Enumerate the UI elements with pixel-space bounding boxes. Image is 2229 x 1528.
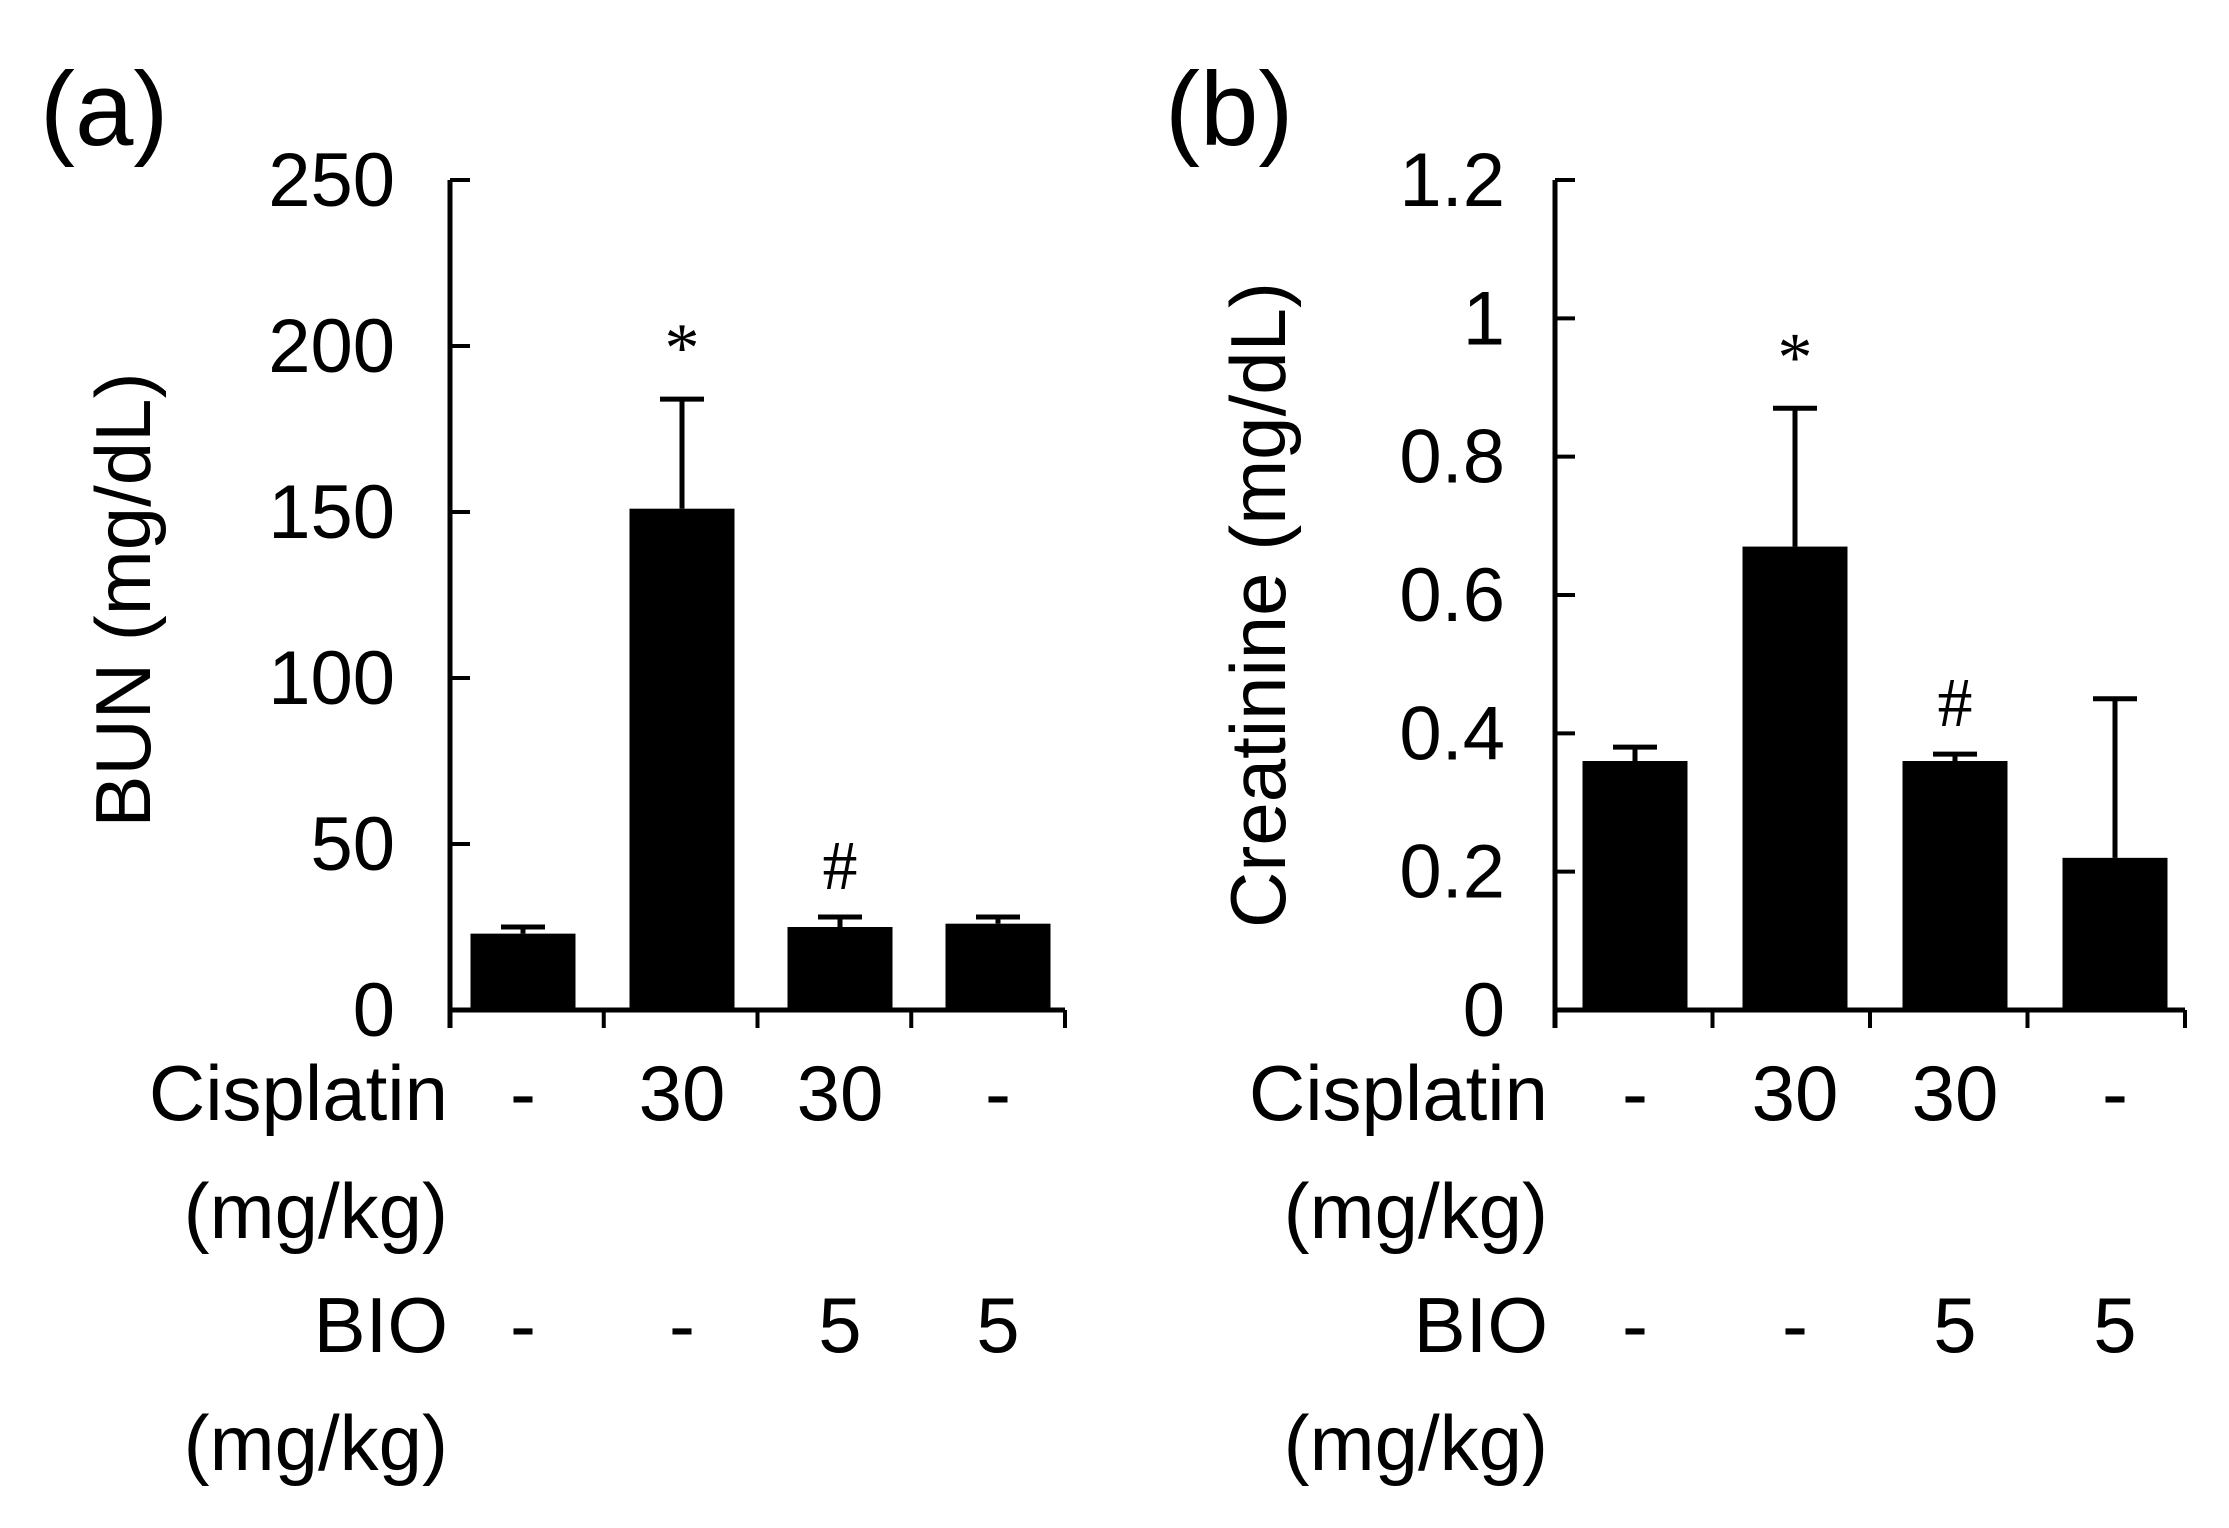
panel-a-bio-unit: (mg/kg) [184,1399,448,1487]
panel-a-bio-row: - - 5 5 [510,1281,1020,1369]
panel-b-cisplatin-label: Cisplatin [1249,1049,1548,1137]
panel-a-cisplatin-unit: (mg/kg) [184,1167,448,1255]
panel-a-axes [447,178,1067,1028]
panel-a-cisplatin-dose: - [510,1049,536,1137]
panel-a-y-tick-labels: 0 50 100 150 200 250 [268,138,395,1053]
panel-b-bio-unit: (mg/kg) [1284,1399,1548,1487]
panel-b-error-bars [1613,405,2137,858]
panel-b-creatinine-chart: (b) Creatinine (mg/dL) 0 0.2 0.4 0.6 0.8 1 1.2… [1165,51,2187,1487]
panel-b-y-tick-label: 0.8 [1399,415,1505,500]
panel-a-y-tick-label: 100 [268,636,395,721]
panel-a-bar [470,933,576,1010]
panel-a-y-tick-label: 250 [268,138,395,223]
panel-a-significance-marks: *# [665,310,858,905]
panel-a-bio-dose: 5 [818,1281,861,1369]
panel-a-bio-dose: - [669,1281,695,1369]
panel-a-cisplatin-dose: - [985,1049,1011,1137]
panel-b-bars [1582,546,2168,1010]
panel-a-bio-dose: 5 [976,1281,1019,1369]
panel-a-bar [629,508,735,1010]
panel-a-bar [945,923,1051,1010]
panel-b-y-tick-label: 0.6 [1399,553,1505,638]
panel-b-cisplatin-dose: 30 [1752,1049,1839,1137]
panel-b-bio-label: BIO [1414,1281,1548,1369]
panel-b-cisplatin-row: - 30 30 - [1622,1049,2128,1137]
panel-b-bar [1742,546,1848,1010]
panel-a-y-axis-label: BUN (mg/dL) [79,372,167,827]
panel-a-y-tick-label: 0 [353,968,395,1053]
panel-a-bio-dose: - [510,1281,536,1369]
panel-b-y-tick-label: 0 [1463,968,1505,1053]
panel-b-bar [1582,761,1688,1010]
panel-a-cisplatin-dose: 30 [797,1049,884,1137]
panel-b-y-axis-label: Creatinine (mg/dL) [1214,282,1302,928]
panel-a-label: (a) [40,51,168,168]
panel-a-error-bars [501,396,1020,934]
panel-a-bar [787,927,893,1010]
panel-b-y-tick-label: 0.2 [1399,830,1505,915]
panel-b-y-tick-label: 0.4 [1399,691,1505,776]
panel-b-bio-dose: 5 [1933,1281,1976,1369]
panel-a-bars [470,508,1051,1010]
panel-a-y-tick-label: 200 [268,304,395,389]
panel-b-significance-marks: *# [1778,319,1973,742]
panel-a-significance-mark: * [665,310,700,387]
panel-b-bio-dose: 5 [2093,1281,2136,1369]
panel-b-bio-dose: - [1782,1281,1808,1369]
panel-b-y-tick-label: 1 [1463,276,1505,361]
panel-b-axes [1552,178,2187,1028]
panel-b-cisplatin-dose: - [2102,1049,2128,1137]
panel-a-cisplatin-dose: 30 [639,1049,726,1137]
panel-b-significance-mark: * [1778,319,1813,396]
panel-b-y-tick-label: 1.2 [1399,138,1505,223]
panel-b-bar [2062,857,2168,1010]
panel-b-bar [1902,761,2008,1010]
panel-a-cisplatin-row: - 30 30 - [510,1049,1011,1137]
panel-b-bio-row: - - 5 5 [1622,1281,2137,1369]
panel-b-cisplatin-dose: - [1622,1049,1648,1137]
panel-a-y-tick-label: 50 [310,802,395,887]
panel-a-significance-mark: # [823,828,858,905]
panel-b-cisplatin-dose: 30 [1912,1049,1999,1137]
panel-a-y-tick-label: 150 [268,470,395,555]
panel-a-cisplatin-label: Cisplatin [149,1049,448,1137]
panel-a-bio-label: BIO [314,1281,448,1369]
panel-b-y-tick-labels: 0 0.2 0.4 0.6 0.8 1 1.2 [1399,138,1505,1053]
panel-b-significance-mark: # [1938,665,1973,742]
panel-b-cisplatin-unit: (mg/kg) [1284,1167,1548,1255]
panel-b-label: (b) [1165,51,1293,168]
panel-b-bio-dose: - [1622,1281,1648,1369]
